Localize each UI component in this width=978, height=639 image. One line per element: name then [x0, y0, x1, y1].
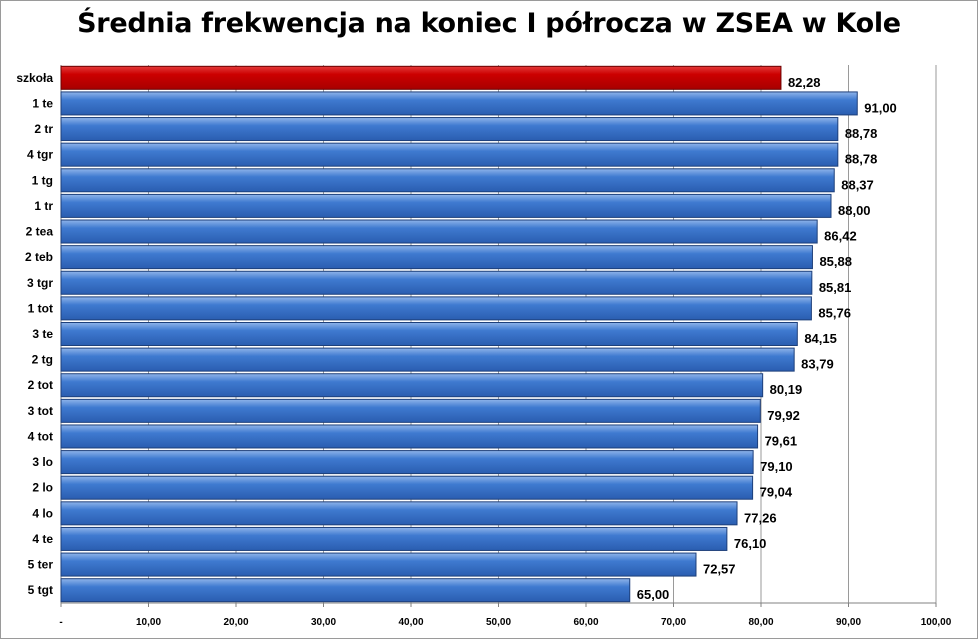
data-label: 82,28: [788, 75, 821, 90]
data-label: 88,37: [841, 177, 874, 192]
bar: [60, 475, 754, 500]
bar: [60, 347, 795, 372]
data-label: 88,78: [845, 126, 878, 141]
bar: [60, 526, 728, 551]
category-label: 1 tot: [28, 301, 53, 315]
category-label: 3 te: [32, 327, 53, 341]
bar: [60, 450, 754, 475]
bar: [60, 322, 798, 346]
bar: [60, 270, 813, 295]
category-label: 4 tgr: [27, 148, 53, 162]
data-label: 65,00: [637, 587, 670, 602]
category-label: 3 lo: [32, 455, 53, 469]
category-label: 2 tr: [34, 122, 53, 136]
data-label: 91,00: [864, 100, 897, 115]
bar: [60, 424, 759, 449]
x-tick-label: -: [59, 617, 62, 628]
data-label: 79,61: [765, 433, 798, 448]
category-label: 1 tr: [34, 199, 53, 213]
category-label: 2 tg: [32, 353, 53, 367]
bar: [60, 578, 631, 603]
data-label: 79,92: [767, 408, 800, 423]
bar: [60, 373, 764, 398]
category-label: szkoła: [16, 71, 53, 85]
category-label: 4 te: [32, 532, 53, 546]
data-label: 88,78: [845, 152, 878, 167]
category-label: 3 tgr: [27, 276, 53, 290]
data-label: 83,79: [801, 357, 834, 372]
x-tick-label: 40,00: [398, 617, 423, 628]
data-label: 72,57: [703, 562, 736, 577]
data-label: 86,42: [824, 229, 857, 244]
category-label: 5 ter: [28, 558, 54, 572]
bar: [60, 296, 812, 321]
category-label: 1 te: [32, 96, 53, 110]
data-label: 77,26: [744, 510, 777, 525]
data-label: 80,19: [770, 382, 803, 397]
data-label: 84,15: [804, 331, 837, 346]
x-tick-label: 50,00: [486, 617, 511, 628]
category-label: 4 tot: [28, 429, 53, 443]
data-label: 76,10: [734, 536, 767, 551]
data-label: 88,00: [838, 203, 871, 218]
chart-title: Średnia frekwencja na koniec I półrocza …: [77, 8, 901, 39]
data-label: 79,04: [760, 485, 793, 500]
x-tick-label: 70,00: [661, 617, 686, 628]
bar: [60, 193, 832, 218]
x-tick-label: 10,00: [136, 617, 161, 628]
bar: [60, 91, 858, 116]
data-label: 85,81: [819, 280, 852, 295]
x-tick-label: 80,00: [748, 617, 773, 628]
category-label: 5 tgt: [28, 583, 53, 597]
category-label: 2 tea: [26, 225, 54, 239]
category-label: 2 lo: [32, 481, 53, 495]
bar: [60, 117, 839, 142]
x-tick-label: 30,00: [311, 617, 336, 628]
category-label: 1 tg: [32, 173, 53, 187]
bar: [60, 552, 697, 577]
bar: [60, 501, 738, 526]
bar: [60, 142, 839, 167]
x-tick-label: 90,00: [836, 617, 861, 628]
x-tick-label: 20,00: [223, 617, 248, 628]
category-label: 2 tot: [28, 378, 53, 392]
data-label: 85,88: [819, 254, 852, 269]
category-label: 3 tot: [28, 404, 53, 418]
data-label: 79,10: [760, 459, 793, 474]
category-label: 2 teb: [25, 250, 53, 264]
category-label: 4 lo: [32, 506, 53, 520]
data-label: 85,76: [818, 305, 851, 320]
bar: [60, 219, 818, 244]
bar: [60, 168, 835, 193]
bar-highlight: [60, 65, 782, 90]
x-tick-label: 60,00: [573, 617, 598, 628]
bar: [60, 398, 761, 423]
bar: [60, 245, 813, 270]
x-tick-label: 100,00: [921, 617, 952, 628]
